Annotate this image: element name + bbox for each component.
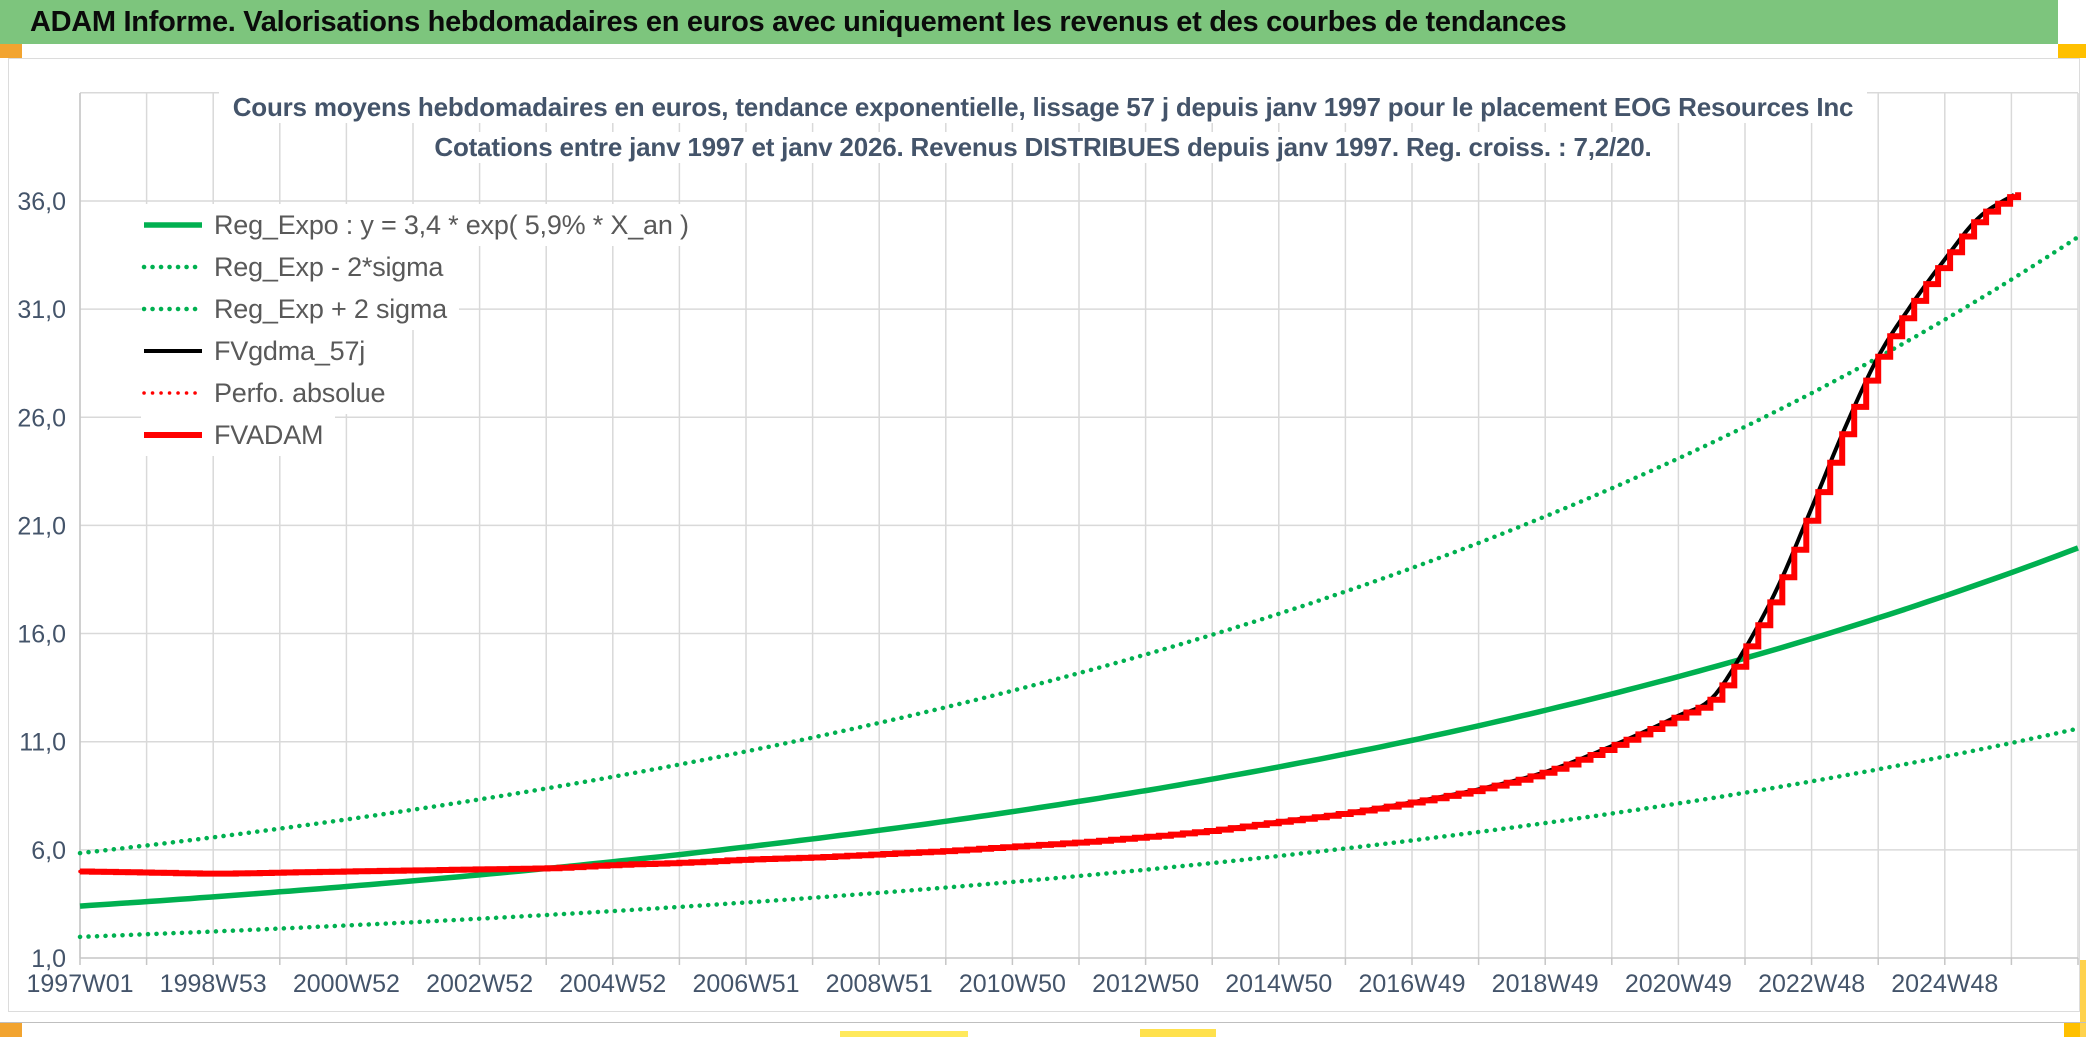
x-axis-tick-label: 2014W50 bbox=[1225, 970, 1332, 998]
series-reg-exp-minus-2sigma-line bbox=[77, 726, 2081, 940]
legend-swatch-dotted-line-icon bbox=[141, 306, 205, 312]
series-reg-exp-plus-2sigma-line bbox=[77, 234, 2081, 856]
legend-item-reg_exp_minus_2sigma: Reg_Exp - 2*sigma bbox=[141, 246, 456, 288]
x-axis-tick-label: 2020W49 bbox=[1625, 970, 1732, 998]
legend-swatch-solid-line-icon bbox=[144, 349, 202, 353]
sheet-row-divider bbox=[0, 1022, 2086, 1023]
series-fvadam-line bbox=[80, 192, 2022, 877]
y-axis-tick-label: 26,0 bbox=[17, 404, 66, 432]
x-axis-tick-label: 2012W50 bbox=[1092, 970, 1199, 998]
x-axis-tick-label: 2010W50 bbox=[959, 970, 1066, 998]
legend-label: Reg_Expo : y = 3,4 * exp( 5,9% * X_an ) bbox=[214, 209, 689, 240]
legend-label: FVADAM bbox=[214, 419, 324, 450]
legend-swatch-solid-line-icon bbox=[144, 432, 202, 438]
y-axis-tick-label: 11,0 bbox=[19, 729, 66, 757]
header-bar: ADAM Informe. Valorisations hebdomadaire… bbox=[0, 0, 2058, 44]
x-axis-tick-label: 1998W53 bbox=[160, 970, 267, 998]
x-axis-tick-label: 1997W01 bbox=[26, 970, 133, 998]
legend-item-fvgdma_57j: FVgdma_57j bbox=[141, 330, 378, 372]
legend-swatch-dotted-line-icon bbox=[142, 391, 204, 395]
sheet-accent-bottom-strip-2 bbox=[1140, 1029, 1216, 1037]
legend-swatch-solid-line-icon bbox=[144, 222, 202, 228]
legend-item-fvadam: FVADAM bbox=[141, 414, 336, 456]
legend-item-reg_expo: Reg_Expo : y = 3,4 * exp( 5,9% * X_an ) bbox=[141, 204, 701, 246]
legend-swatch-dotted-line-icon bbox=[141, 264, 205, 270]
y-axis-tick-label: 21,0 bbox=[17, 512, 66, 540]
y-axis-tick-label: 6,0 bbox=[31, 837, 66, 865]
legend-item-reg_exp_plus_2sigma: Reg_Exp + 2 sigma bbox=[141, 288, 459, 330]
chart-legend: Reg_Expo : y = 3,4 * exp( 5,9% * X_an ) R… bbox=[141, 204, 701, 456]
x-axis-tick-label: 2000W52 bbox=[293, 970, 400, 998]
x-axis-tick-label: 2006W51 bbox=[692, 970, 799, 998]
y-axis-tick-label: 31,0 bbox=[17, 296, 66, 324]
y-axis-tick-label: 36,0 bbox=[17, 188, 66, 216]
sheet-accent-right-sliver bbox=[2080, 960, 2086, 1037]
legend-label: Perfo. absolue bbox=[214, 377, 386, 408]
y-axis-tick-label: 16,0 bbox=[17, 621, 66, 649]
x-axis-tick-label: 2008W51 bbox=[826, 970, 933, 998]
legend-label: Reg_Exp - 2*sigma bbox=[214, 251, 444, 282]
legend-item-perfo_absolue: Perfo. absolue bbox=[141, 372, 398, 414]
legend-label: FVgdma_57j bbox=[214, 335, 366, 366]
x-axis-tick-label: 2018W49 bbox=[1492, 970, 1599, 998]
sheet-accent-top-right bbox=[2058, 44, 2086, 58]
y-axis-tick-label: 1,0 bbox=[31, 945, 66, 973]
sheet-accent-top-left bbox=[0, 44, 22, 58]
x-axis-tick-label: 2002W52 bbox=[426, 970, 533, 998]
sheet-accent-bottom-left bbox=[0, 1023, 22, 1037]
x-axis-tick-label: 2004W52 bbox=[559, 970, 666, 998]
x-axis-tick-label: 2024W48 bbox=[1891, 970, 1998, 998]
legend-label: Reg_Exp + 2 sigma bbox=[214, 293, 447, 324]
x-axis-tick-label: 2022W48 bbox=[1758, 970, 1865, 998]
sheet-accent-bottom-strip-1 bbox=[840, 1031, 968, 1037]
header-title: ADAM Informe. Valorisations hebdomadaire… bbox=[30, 5, 1567, 38]
x-axis-tick-label: 2016W49 bbox=[1358, 970, 1465, 998]
